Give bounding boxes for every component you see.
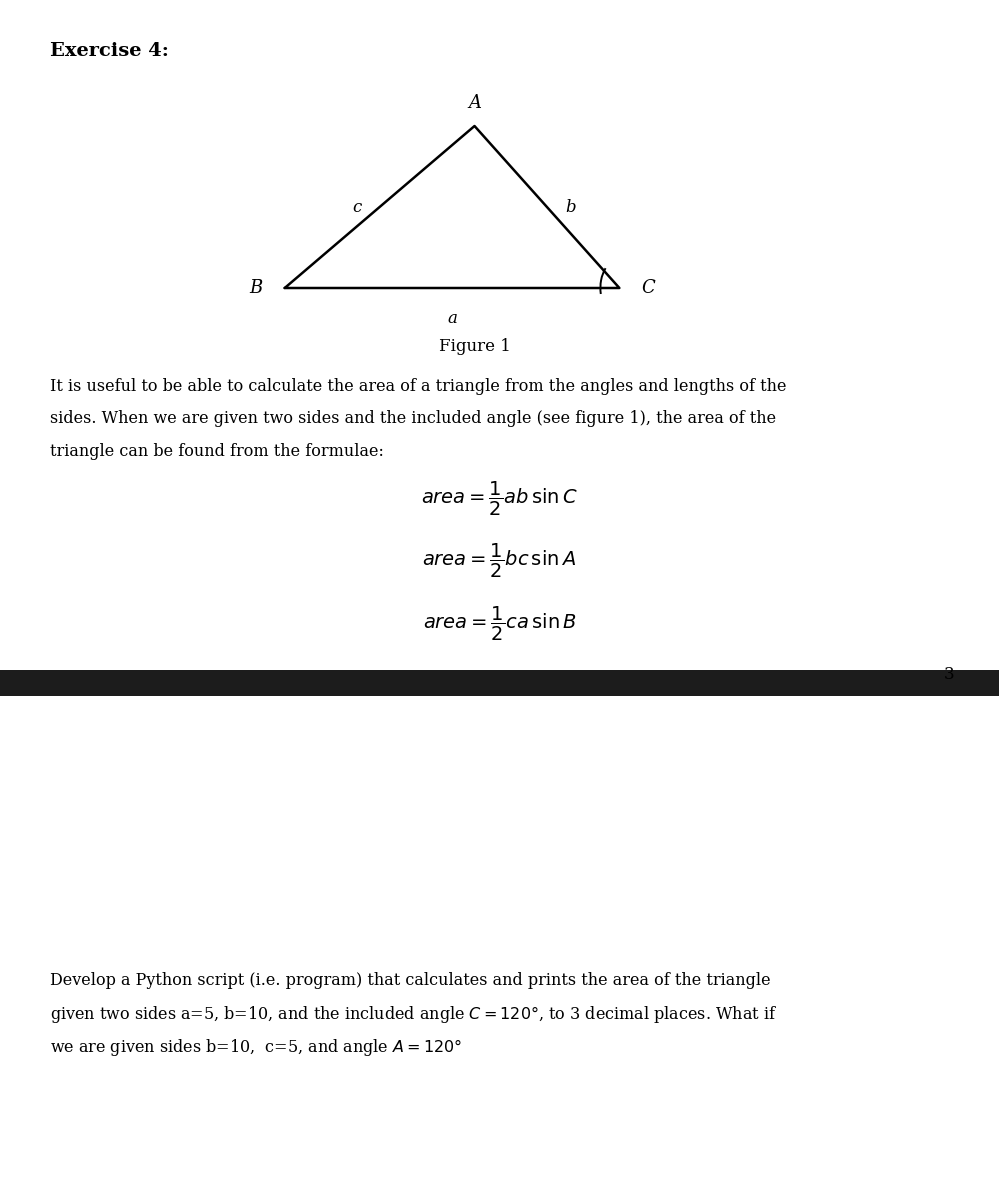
Text: $\mathit{area} = \dfrac{1}{2}\mathit{ca}\,\mathrm{sin}\,\mathit{B}$: $\mathit{area} = \dfrac{1}{2}\mathit{ca}… <box>423 605 576 643</box>
Text: Develop a Python script (i.e. program) that calculates and prints the area of th: Develop a Python script (i.e. program) t… <box>50 972 770 989</box>
Text: triangle can be found from the formulae:: triangle can be found from the formulae: <box>50 443 384 460</box>
Text: sides. When we are given two sides and the included angle (see figure 1), the ar: sides. When we are given two sides and t… <box>50 410 776 427</box>
Text: we are given sides b=10,  c=5, and angle $A = 120°$: we are given sides b=10, c=5, and angle … <box>50 1037 463 1058</box>
Bar <box>0 670 999 696</box>
Text: 3: 3 <box>943 666 954 683</box>
Text: a: a <box>448 310 457 326</box>
Text: given two sides a=5, b=10, and the included angle $C = 120°$, to 3 decimal place: given two sides a=5, b=10, and the inclu… <box>50 1004 777 1025</box>
Text: c: c <box>353 198 362 216</box>
Text: It is useful to be able to calculate the area of a triangle from the angles and : It is useful to be able to calculate the… <box>50 378 786 395</box>
Text: b: b <box>565 198 575 216</box>
Text: A: A <box>468 94 482 112</box>
Text: Exercise 4:: Exercise 4: <box>50 42 169 60</box>
Text: $\mathit{area} = \dfrac{1}{2}\mathit{bc}\,\mathrm{sin}\,\mathit{A}$: $\mathit{area} = \dfrac{1}{2}\mathit{bc}… <box>423 542 576 581</box>
Text: $\mathit{area} = \dfrac{1}{2}\mathit{ab}\,\mathrm{sin}\,\mathit{C}$: $\mathit{area} = \dfrac{1}{2}\mathit{ab}… <box>422 480 577 518</box>
Text: Figure 1: Figure 1 <box>439 338 510 355</box>
Text: C: C <box>641 278 655 296</box>
Text: B: B <box>250 278 263 296</box>
